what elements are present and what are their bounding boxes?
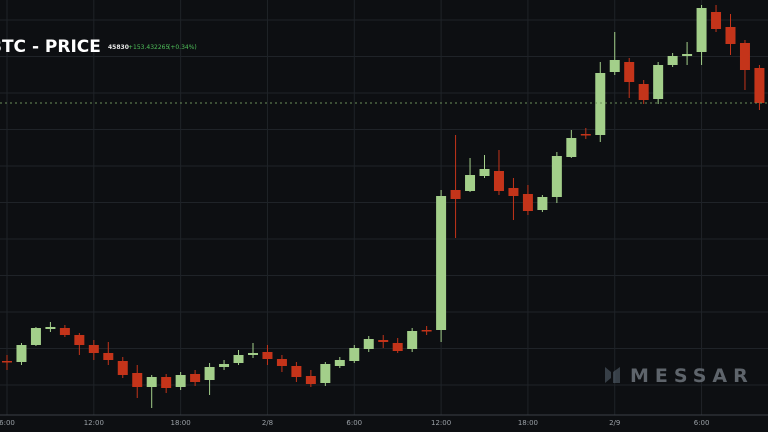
candle-body [175,375,186,387]
candle-body [595,73,606,135]
candle-body [88,345,99,353]
candle-body [566,138,577,157]
candle-body [537,197,548,210]
candle-body [2,361,12,363]
candle-body [276,359,287,366]
candle-body [407,331,418,349]
candle-body [334,360,345,366]
candle-body [146,377,157,387]
candle-body [465,175,476,191]
x-tick-label: 12:00 [84,419,104,427]
candle-body [551,156,562,197]
candle-body [711,12,722,29]
candle-body [479,169,490,176]
candle-body [624,62,635,82]
watermark: MESSAR [630,365,754,387]
x-tick-label: 6:00 [0,419,15,427]
price-change-percent: (+0.34%) [168,44,197,51]
candle-body [378,340,389,342]
candle-body [59,328,70,335]
candle-body [450,190,461,199]
candle-body [161,377,172,388]
x-tick-label: 2/9 [609,419,620,427]
horizontal-grid [0,0,768,416]
candle-body [363,339,374,349]
candle-body [74,335,85,345]
candle-body [219,364,230,367]
candle-body [16,345,27,362]
candle-body [421,330,432,332]
x-tick-label: 6:00 [346,419,362,427]
candle-body [653,65,664,99]
candle-body [436,196,447,330]
price: 45830 [108,44,129,51]
candle-body [522,194,533,211]
candle-body [754,68,765,103]
watermark-logo [605,367,620,383]
chart-title: BTC - PRICE [0,37,101,57]
price-change: +153.432265 [128,44,169,51]
x-tick-label: 2/8 [262,419,273,427]
candle-body [493,171,504,191]
candle-body [739,43,750,70]
candle-body [291,366,302,377]
candle-body [262,352,273,359]
candle-body [725,27,736,44]
candle-body [30,328,41,345]
candle-body [45,327,56,329]
candle-body [190,374,201,382]
candle-body [233,355,244,363]
candle-body [320,364,331,383]
candle-body [609,60,620,72]
candle-body [247,353,258,355]
candle-body [305,376,316,384]
plot [0,5,768,408]
x-tick-label: 18:00 [171,419,191,427]
candle-body [117,361,128,375]
candle-body [682,54,693,56]
x-tick-label: 12:00 [431,419,451,427]
candle-body [392,343,403,351]
candle-body [508,188,519,196]
x-tick-label: 6:00 [694,419,710,427]
candle-body [132,373,143,387]
x-tick-label: 18:00 [518,419,538,427]
candle-body [696,8,707,52]
candle-body [667,56,678,65]
candle-body [349,348,360,361]
candle-body [204,367,215,380]
candle-body [638,84,649,100]
candle-body [580,134,591,136]
candle-body [103,353,114,360]
